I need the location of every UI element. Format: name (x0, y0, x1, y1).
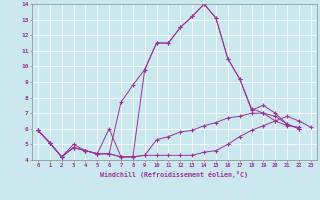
X-axis label: Windchill (Refroidissement éolien,°C): Windchill (Refroidissement éolien,°C) (100, 171, 248, 178)
